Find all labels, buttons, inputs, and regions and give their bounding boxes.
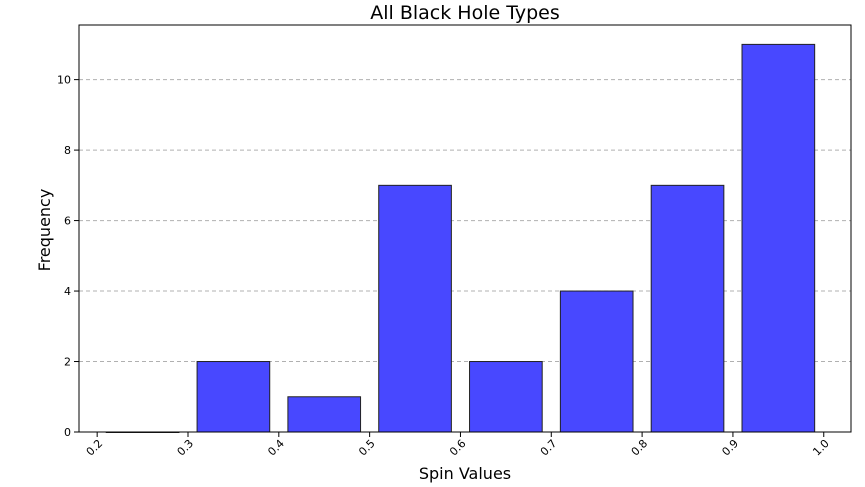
plot-frame xyxy=(78,24,852,433)
bar-1 xyxy=(196,361,271,433)
bar-4 xyxy=(469,361,543,433)
y-tick-label-4: 8 xyxy=(64,144,71,157)
x-tick-label-4: 0.6 xyxy=(447,437,469,459)
x-tick-label-3: 0.5 xyxy=(356,437,378,459)
x-axis-label: Spin Values xyxy=(419,464,511,483)
y-tick-label-5: 10 xyxy=(57,74,71,87)
chart-title: All Black Hole Types xyxy=(370,2,560,24)
x-tick-label-2: 0.4 xyxy=(265,437,287,459)
bar-5 xyxy=(559,290,634,433)
y-tick-label-1: 2 xyxy=(64,356,71,369)
x-tick-label-6: 0.8 xyxy=(629,437,651,459)
bar-2 xyxy=(287,396,362,433)
bars xyxy=(105,43,816,433)
x-tick-label-0: 0.2 xyxy=(84,437,106,459)
y-tick-label-3: 6 xyxy=(64,215,71,228)
x-tick-label-7: 0.9 xyxy=(719,437,741,459)
grid-lines xyxy=(79,79,851,363)
y-axis-ticks: 0 2 4 6 8 10 xyxy=(57,74,79,439)
y-tick-label-2: 4 xyxy=(64,285,71,298)
x-tick-label-5: 0.7 xyxy=(538,437,560,459)
x-axis-ticks: 0.2 0.3 0.4 0.5 0.6 0.7 0.8 0.9 1.0 xyxy=(84,432,832,458)
x-tick-label-8: 1.0 xyxy=(810,437,832,459)
bar-3 xyxy=(378,184,452,433)
bar-7 xyxy=(741,43,816,433)
y-tick-label-0: 0 xyxy=(64,426,71,439)
x-tick-label-1: 0.3 xyxy=(175,437,197,459)
bar-6 xyxy=(650,184,725,433)
y-axis-label: Frequency xyxy=(35,189,54,272)
